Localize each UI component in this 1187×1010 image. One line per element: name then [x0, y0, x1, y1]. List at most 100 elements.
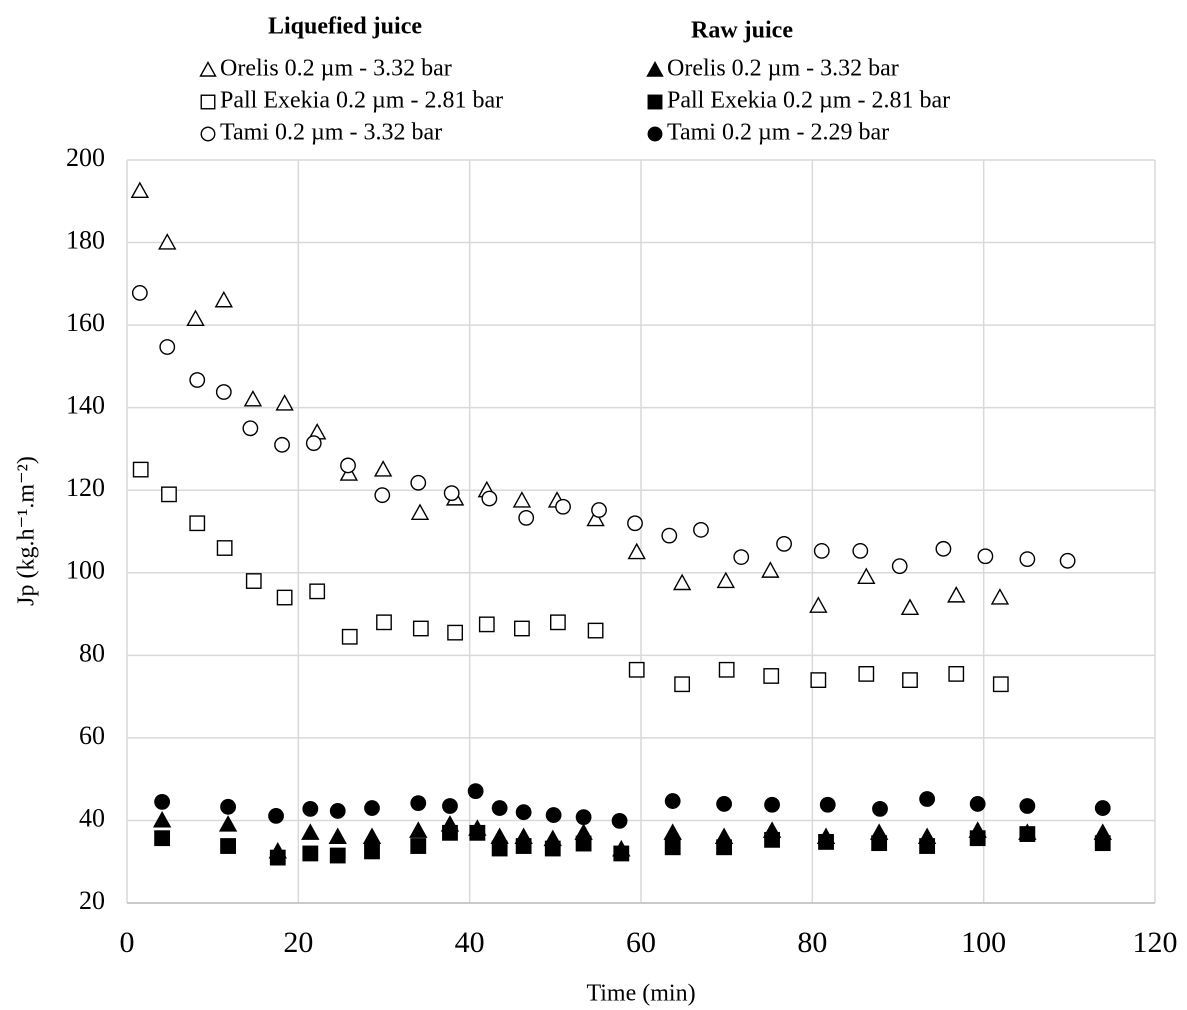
marker — [512, 491, 532, 508]
y-tick-label: 140 — [66, 391, 105, 420]
marker — [218, 815, 238, 832]
marker — [469, 824, 486, 841]
x-tick-label: 120 — [1133, 926, 1178, 959]
x-axis-label: Time (min) — [586, 981, 695, 1007]
marker — [969, 830, 986, 847]
marker — [373, 460, 393, 477]
marker — [733, 549, 750, 565]
marker — [275, 394, 294, 411]
marker — [628, 661, 645, 678]
marker — [674, 676, 691, 693]
marker — [1094, 800, 1111, 816]
legend-label: Orelis 0.2 µm - 3.32 bar — [220, 56, 452, 82]
marker — [514, 620, 530, 637]
marker — [990, 588, 1010, 605]
marker — [410, 503, 430, 521]
marker — [518, 509, 535, 526]
marker — [627, 515, 643, 532]
marker — [152, 811, 172, 828]
marker — [544, 840, 561, 857]
marker — [200, 94, 216, 110]
marker — [545, 807, 562, 823]
marker — [302, 800, 319, 817]
marker — [491, 840, 508, 857]
marker — [810, 672, 827, 689]
marker — [627, 542, 646, 560]
marker — [1019, 826, 1036, 842]
marker — [857, 567, 876, 585]
marker — [761, 561, 780, 578]
marker — [611, 812, 628, 829]
legend-title: Liquefied juice — [268, 14, 422, 40]
marker — [274, 436, 290, 453]
marker — [764, 831, 780, 848]
x-tick-label: 80 — [797, 926, 827, 959]
marker — [776, 535, 792, 552]
marker — [693, 521, 709, 538]
marker — [586, 509, 605, 527]
y-tick-label: 40 — [79, 803, 105, 832]
y-tick-label: 100 — [66, 556, 105, 585]
marker — [891, 558, 908, 575]
marker — [410, 795, 427, 812]
marker — [591, 502, 607, 518]
marker — [858, 666, 875, 682]
marker — [443, 485, 460, 502]
y-tick-label: 60 — [79, 721, 105, 750]
marker — [242, 420, 259, 437]
marker — [410, 474, 427, 491]
legend-title: Raw juice — [691, 18, 793, 44]
marker — [764, 796, 780, 813]
x-tick-label: 40 — [455, 926, 485, 959]
marker — [1059, 552, 1076, 569]
marker — [245, 573, 262, 589]
marker — [200, 126, 216, 142]
marker — [919, 838, 936, 854]
marker — [555, 498, 571, 515]
legend-label: Tami 0.2 µm - 3.32 bar — [220, 120, 442, 146]
marker — [376, 614, 392, 631]
marker — [154, 793, 171, 810]
y-tick-label: 120 — [66, 473, 105, 502]
x-tick-label: 100 — [961, 926, 1006, 959]
marker — [977, 548, 994, 565]
marker — [992, 676, 1009, 693]
marker — [1094, 835, 1111, 852]
marker — [362, 827, 382, 845]
x-tick-label: 60 — [626, 926, 656, 959]
legend-label: Orelis 0.2 µm - 3.32 bar — [667, 56, 899, 82]
legend-label: Pall Exekia 0.2 µm - 2.81 bar — [220, 88, 503, 114]
marker — [818, 834, 834, 850]
legend-label: Tami 0.2 µm - 2.29 bar — [667, 120, 889, 146]
marker — [515, 838, 532, 854]
marker — [329, 847, 346, 864]
marker — [276, 589, 293, 606]
y-tick-label: 200 — [66, 143, 105, 172]
marker — [309, 583, 326, 600]
marker — [329, 803, 346, 819]
marker — [189, 515, 206, 532]
marker — [130, 181, 150, 199]
marker — [664, 793, 681, 809]
marker — [491, 800, 508, 816]
marker — [935, 540, 952, 557]
marker — [646, 61, 664, 77]
marker — [442, 824, 458, 841]
y-tick-label: 20 — [79, 886, 105, 915]
marker — [328, 827, 347, 845]
marker — [189, 372, 206, 388]
marker — [216, 540, 233, 556]
marker — [902, 672, 918, 689]
y-tick-label: 160 — [66, 308, 105, 337]
marker — [550, 614, 566, 631]
marker — [515, 804, 532, 821]
marker — [613, 845, 630, 862]
marker — [716, 796, 732, 812]
marker — [410, 838, 427, 854]
marker — [575, 809, 592, 826]
marker — [948, 666, 965, 682]
marker — [186, 309, 205, 327]
marker — [575, 835, 592, 852]
marker — [220, 838, 236, 854]
marker — [161, 486, 177, 503]
